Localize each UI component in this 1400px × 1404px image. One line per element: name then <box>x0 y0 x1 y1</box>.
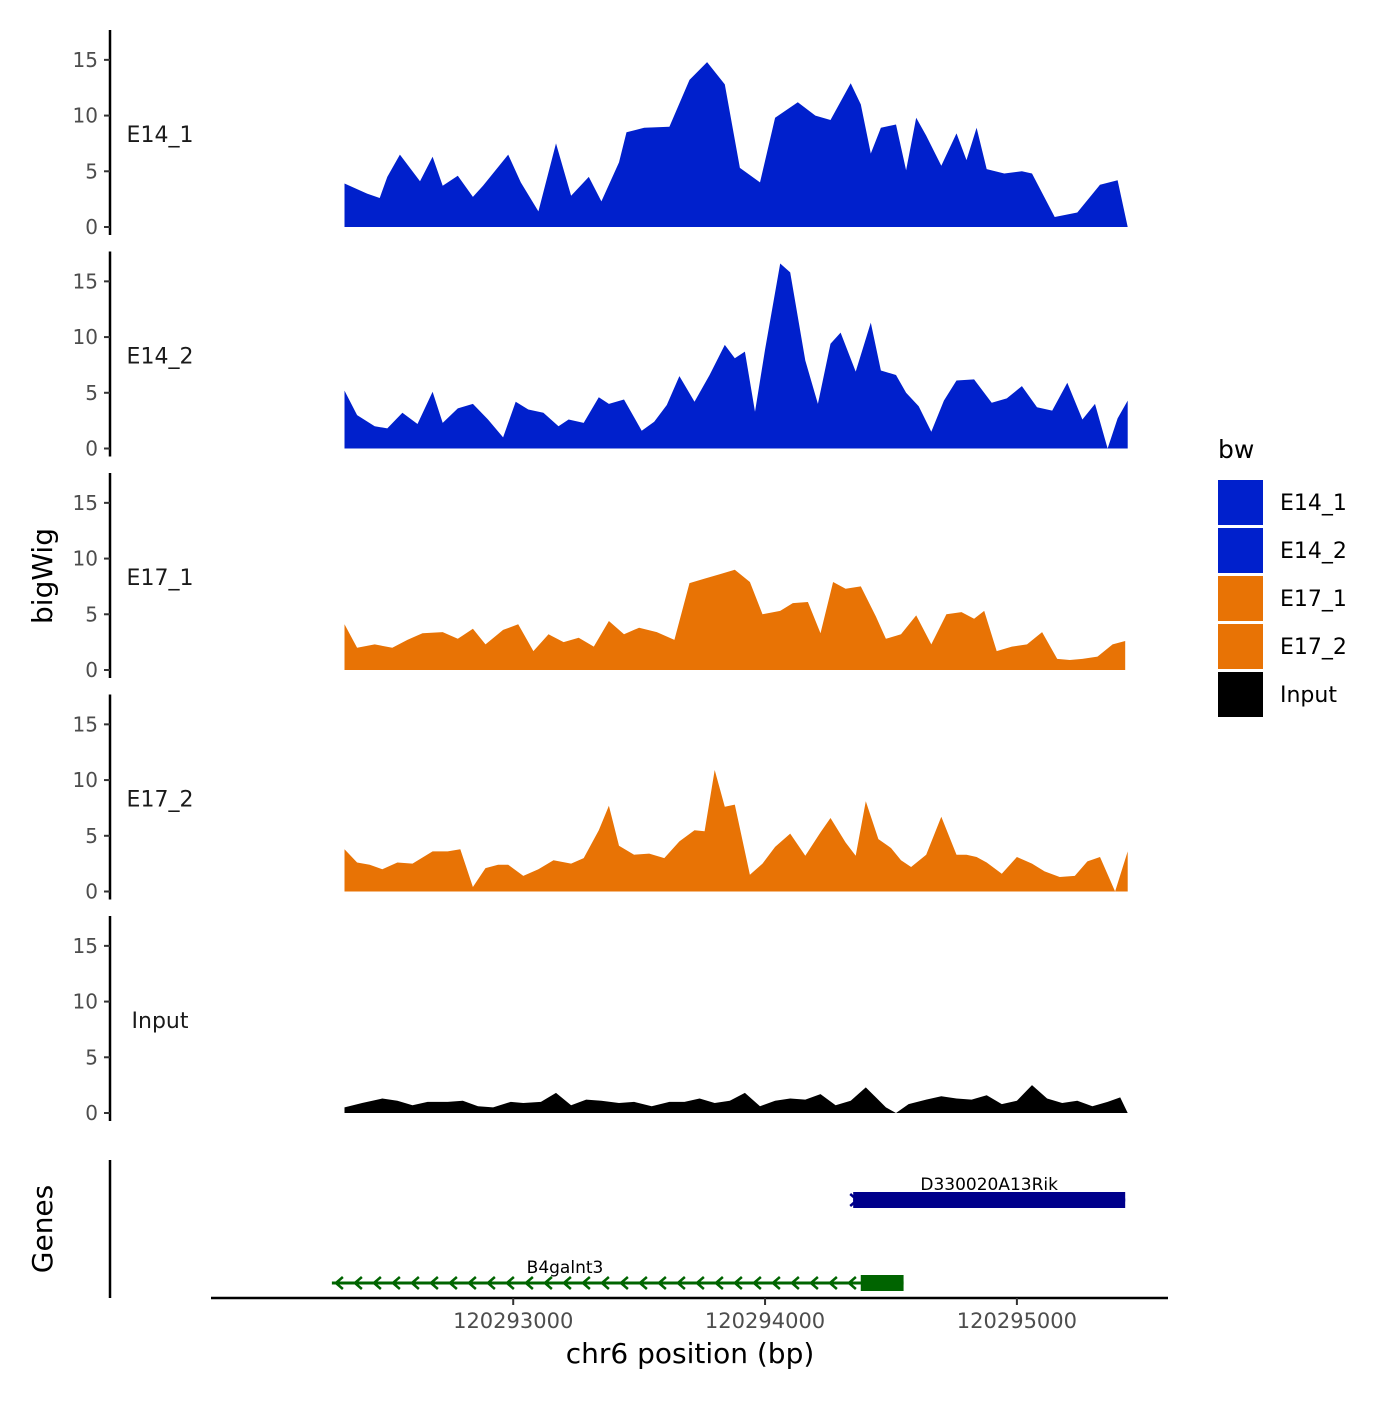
legend: bw E14_1 E14_2 E17_1 E17_2 Input <box>1218 435 1347 717</box>
signal-area-e17_1 <box>344 569 1126 670</box>
y-tick-label: 15 <box>73 491 98 515</box>
legend-label: Input <box>1280 683 1337 708</box>
legend-title: bw <box>1218 435 1254 464</box>
x-axis: 120293000 120294000 120295000 <box>211 1296 1168 1333</box>
strand-arrow-icon <box>466 1276 477 1290</box>
y-tick-label: 10 <box>73 325 98 349</box>
legend-label: E14_2 <box>1280 539 1347 564</box>
strand-arrow-icon <box>618 1276 629 1290</box>
genes-axis-title: Genes <box>26 1185 59 1273</box>
strand-arrow-icon <box>599 1276 610 1290</box>
y-axis-title: bigWig <box>26 528 59 624</box>
y-tick-label: 10 <box>73 768 98 792</box>
genes-panel: D330020A13Rik B4galnt3 <box>108 1160 1126 1298</box>
strand-arrow-icon <box>428 1276 439 1290</box>
y-tick-label: 0 <box>85 658 98 682</box>
strand-arrow-icon <box>770 1276 781 1290</box>
strand-arrow-icon <box>504 1276 515 1290</box>
y-tick-label: 15 <box>73 269 98 293</box>
strand-arrow-icon <box>808 1276 819 1290</box>
legend-swatch <box>1218 624 1263 669</box>
strand-arrow-icon <box>656 1276 667 1290</box>
strand-arrow-icon <box>846 1276 857 1290</box>
y-tick-label: 0 <box>85 215 98 239</box>
signal-area-input <box>344 1085 1128 1113</box>
legend-label: E17_1 <box>1280 587 1347 612</box>
track-label: E17_1 <box>127 566 194 591</box>
tracks: 0 5 10 15 E14_1 0 5 10 15 E14_2 0 5 10 15 E17_1 0 5 10 15 E… <box>73 30 1128 1125</box>
gene-d330020a13rik: D330020A13Rik <box>849 1175 1126 1208</box>
strand-arrow-icon <box>542 1276 553 1290</box>
legend-swatch <box>1218 528 1263 573</box>
y-tick-label: 0 <box>85 880 98 904</box>
legend-swatch <box>1218 576 1263 621</box>
x-tick-label: 120293000 <box>453 1309 573 1333</box>
gene-exon <box>853 1192 1126 1208</box>
strand-arrow-icon <box>485 1276 496 1290</box>
x-tick-label: 120294000 <box>705 1309 825 1333</box>
y-tick-label: 5 <box>85 824 98 848</box>
track-e17_2: 0 5 10 15 E17_2 <box>73 694 1128 904</box>
y-tick-label: 5 <box>85 602 98 626</box>
strand-arrow-icon <box>637 1276 648 1290</box>
strand-arrow-icon <box>447 1276 458 1290</box>
track-label: E14_1 <box>127 123 194 148</box>
y-tick-label: 10 <box>73 990 98 1014</box>
gene-b4galnt3: B4galnt3 <box>331 1258 904 1291</box>
track-e14_1: 0 5 10 15 E14_1 <box>73 30 1128 239</box>
track-label: Input <box>132 1009 189 1034</box>
track-e14_2: 0 5 10 15 E14_2 <box>73 251 1128 461</box>
strand-arrow-icon <box>789 1276 800 1290</box>
signal-area-e14_1 <box>344 62 1128 227</box>
track-e17_1: 0 5 10 15 E17_1 <box>73 473 1126 682</box>
strand-arrow-icon <box>561 1276 572 1290</box>
strand-arrow-icon <box>580 1276 591 1290</box>
gene-label: D330020A13Rik <box>920 1175 1058 1195</box>
strand-arrow-icon <box>371 1276 382 1290</box>
strand-arrow-icon <box>751 1276 762 1290</box>
legend-swatch <box>1218 480 1263 525</box>
signal-area-e14_2 <box>344 263 1128 449</box>
strand-arrow-icon <box>713 1276 724 1290</box>
y-tick-label: 0 <box>85 1101 98 1125</box>
strand-arrow-icon <box>694 1276 705 1290</box>
signal-area-e17_2 <box>344 770 1128 892</box>
strand-arrow-icon <box>409 1276 420 1290</box>
y-tick-label: 0 <box>85 437 98 461</box>
y-tick-label: 15 <box>73 712 98 736</box>
track-label: E17_2 <box>127 788 194 813</box>
y-tick-label: 5 <box>85 381 98 405</box>
x-tick-label: 120295000 <box>957 1309 1077 1333</box>
legend-label: E14_1 <box>1280 491 1347 516</box>
gene-exon <box>860 1275 904 1291</box>
legend-swatch <box>1218 672 1263 717</box>
track-input: 0 5 10 15 Input <box>73 916 1128 1125</box>
y-tick-label: 5 <box>85 1045 98 1069</box>
y-tick-label: 10 <box>73 547 98 571</box>
strand-arrow-icon <box>390 1276 401 1290</box>
strand-arrow-icon <box>827 1276 838 1290</box>
legend-label: E17_2 <box>1280 635 1347 660</box>
strand-arrow-icon <box>675 1276 686 1290</box>
y-tick-label: 5 <box>85 159 98 183</box>
track-label: E14_2 <box>127 345 194 370</box>
gene-label: B4galnt3 <box>527 1258 604 1278</box>
strand-arrow-icon <box>732 1276 743 1290</box>
x-axis-title: chr6 position (bp) <box>566 1337 815 1370</box>
strand-arrow-icon <box>333 1276 344 1290</box>
y-tick-label: 10 <box>73 104 98 128</box>
strand-arrow-icon <box>523 1276 534 1290</box>
y-tick-label: 15 <box>73 934 98 958</box>
strand-arrow-icon <box>352 1276 363 1290</box>
y-tick-label: 15 <box>73 48 98 72</box>
